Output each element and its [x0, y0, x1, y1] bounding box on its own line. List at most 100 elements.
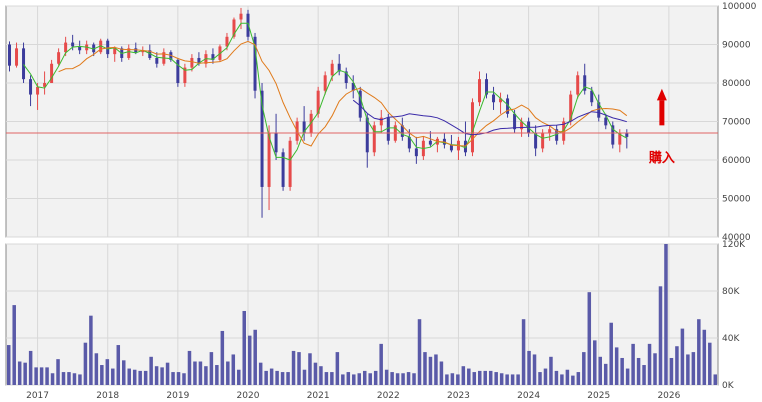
volume-bar [488, 370, 493, 385]
volume-bar [220, 330, 225, 385]
candle-down [302, 121, 306, 134]
volume-bar [100, 365, 104, 385]
candle-down [71, 42, 75, 47]
volume-bar [478, 370, 482, 385]
volume-bar [335, 352, 340, 385]
volume-bar [187, 350, 192, 385]
volume-bar [565, 369, 570, 385]
volume-y-tick-label: 120K [722, 240, 746, 250]
candle-down [492, 94, 496, 103]
volume-bar [215, 365, 219, 385]
candle-up [50, 63, 54, 83]
volume-bar [209, 352, 214, 385]
candle-up [576, 75, 580, 95]
ma-short-line [23, 22, 628, 161]
x-tick-label: 2020 [237, 391, 260, 401]
volume-bar [138, 370, 142, 385]
volume-bar [165, 362, 170, 385]
volume-bar [242, 310, 246, 385]
candle-down [8, 44, 12, 66]
volume-bar [516, 374, 520, 385]
candle-down [155, 57, 159, 64]
candle-up [267, 133, 271, 187]
volume-bar [620, 357, 624, 385]
candle-up [541, 133, 545, 149]
volume-bar [122, 360, 126, 385]
volume-bar [598, 356, 602, 385]
volume-bar [12, 305, 16, 385]
volume-bar [499, 373, 504, 385]
volume-bar [636, 357, 641, 385]
price-y-tick-label: 40000 [722, 233, 751, 243]
candle-up [239, 13, 243, 20]
volume-bar [362, 370, 367, 385]
candle-down [583, 75, 587, 91]
volume-bar [127, 368, 131, 385]
volume-bar [467, 368, 471, 385]
volume-bar [549, 356, 553, 385]
volume-bar [291, 350, 296, 385]
candle-down [351, 83, 355, 91]
candle-down [197, 57, 201, 64]
volume-bar [264, 370, 268, 385]
candle-down [485, 79, 489, 95]
price-y-tick-label: 80000 [722, 79, 751, 89]
volume-bar [171, 372, 175, 385]
candle-down [246, 13, 250, 37]
x-tick-label: 2019 [166, 391, 189, 401]
candle-down [106, 40, 110, 55]
volume-bar [56, 359, 60, 385]
candle-up [499, 98, 503, 103]
candle-up [562, 121, 566, 141]
candle-down [358, 90, 362, 118]
volume-y-tick-label: 40K [722, 334, 740, 344]
volume-bar [571, 375, 575, 385]
candle-down [274, 133, 278, 153]
volume-bar [237, 369, 241, 385]
volume-bar [154, 366, 159, 385]
volume-bar [658, 286, 663, 385]
candle-down [337, 63, 341, 72]
candle-down [386, 117, 390, 141]
volume-bar [116, 345, 121, 385]
volume-bar [691, 352, 696, 385]
candle-up [36, 86, 40, 95]
candle-up [569, 94, 573, 122]
volume-bar [708, 342, 712, 385]
candle-down [555, 129, 559, 141]
volume-bar [401, 373, 405, 385]
volume-bar [625, 368, 630, 385]
volume-y-tick-label: 80K [722, 287, 740, 297]
candle-down [414, 148, 418, 157]
volume-bar [280, 372, 285, 385]
volume-bar [45, 367, 49, 385]
candle-down [176, 59, 180, 83]
candle-down [625, 133, 629, 137]
x-tick-label: 2022 [377, 391, 400, 401]
x-tick-label: 2025 [587, 391, 610, 401]
volume-bar [330, 372, 334, 385]
volume-bar [89, 315, 93, 385]
candle-up [520, 121, 524, 130]
candle-down [611, 125, 615, 145]
volume-bar [434, 354, 438, 385]
volume-bar [510, 374, 515, 385]
volume-bar [50, 373, 55, 385]
candle-down [513, 113, 517, 130]
volume-bar [373, 370, 378, 385]
candle-up [323, 75, 327, 91]
volume-bar [308, 353, 312, 385]
volume-bar [28, 350, 33, 385]
candle-down [428, 140, 432, 145]
volume-bar [6, 345, 11, 385]
candle-up [141, 50, 145, 53]
volume-bar [352, 374, 356, 385]
volume-bar [669, 357, 674, 385]
volume-bar [67, 372, 71, 385]
volume-bar [456, 374, 460, 385]
price-y-tick-label: 70000 [722, 118, 751, 128]
candle-down [449, 144, 453, 151]
volume-bar [149, 356, 153, 385]
candle-up [190, 57, 194, 68]
volume-bar [527, 350, 531, 385]
